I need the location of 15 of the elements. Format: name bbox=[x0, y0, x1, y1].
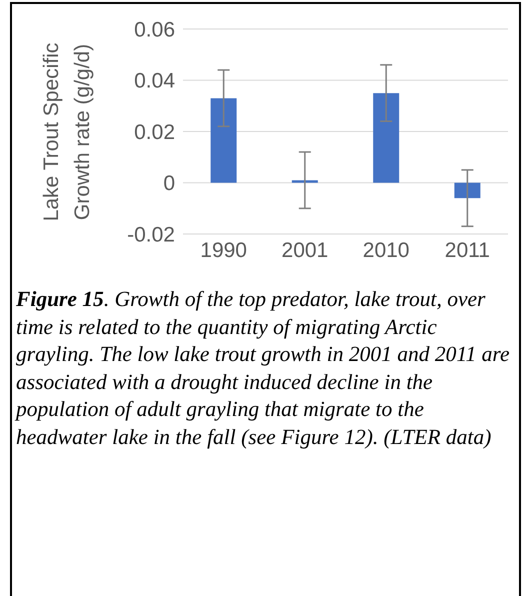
bar bbox=[292, 180, 318, 183]
x-tick-label: 2011 bbox=[444, 238, 490, 262]
bar bbox=[373, 93, 400, 183]
bar bbox=[210, 98, 237, 183]
x-tick-label: 2010 bbox=[362, 238, 410, 262]
y-tick-label: -0.02 bbox=[127, 223, 175, 246]
y-tick-label: 0 bbox=[163, 172, 175, 196]
y-axis-title: Lake Trout Specific Growth rate (g/g/d) bbox=[39, 42, 95, 224]
y-tick-label: 0.06 bbox=[134, 18, 175, 42]
caption: Figure 15. Growth of the top predator, lake trout, over time is related to the quantity of migrating Arctic grayling. The low lake trout growth in 2001 and 2011 are associated with a drought induced decline in the population of adult grayling that migrate to the headwater lake in the fall (see Figure 12). (LTER data) bbox=[16, 286, 510, 451]
x-tick-label: 1990 bbox=[200, 238, 247, 262]
x-tick-label: 2001 bbox=[282, 238, 328, 262]
bar bbox=[454, 182, 480, 198]
y-tick-label: 0.02 bbox=[134, 120, 175, 144]
y-tick-label: 0.04 bbox=[134, 70, 176, 93]
